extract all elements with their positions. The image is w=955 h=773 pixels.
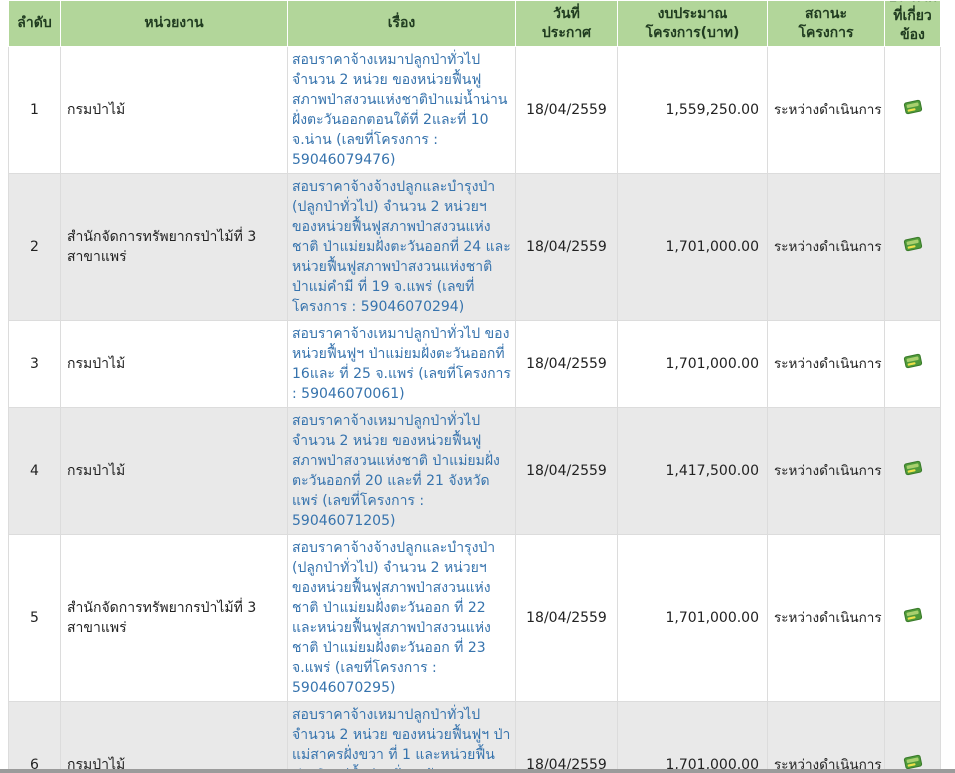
subject-link[interactable]: สอบราคาจ้างเหมาปลูกป่าทั่วไป ของหน่วยฟื้… xyxy=(292,326,511,402)
table-row: 3 กรมป่าไม้ สอบราคาจ้างเหมาปลูกป่าทั่วไป… xyxy=(8,320,941,408)
subject-cell: สอบราคาจ้างเหมาปลูกป่าทั่วไป ของหน่วยฟื้… xyxy=(287,320,516,408)
row-number: 2 xyxy=(8,173,61,321)
row-number: 4 xyxy=(8,407,61,535)
row-number: 6 xyxy=(8,701,61,773)
col-header-status: สถานะ โครงการ xyxy=(767,0,885,47)
announce-date-cell: 18/04/2559 xyxy=(515,534,618,702)
related-announcement-icon[interactable] xyxy=(901,236,925,258)
subject-cell: สอบราคาจ้างเหมาปลูกป่าทั่วไป จำนวน 2 หน่… xyxy=(287,46,516,174)
related-cell xyxy=(884,407,941,535)
announce-date-cell: 18/04/2559 xyxy=(515,407,618,535)
col-header-subject: เรื่อง xyxy=(287,0,516,47)
budget-cell: 1,701,000.00 xyxy=(617,701,768,773)
agency-cell: กรมป่าไม้ xyxy=(60,701,288,773)
related-cell xyxy=(884,534,941,702)
agency-cell: กรมป่าไม้ xyxy=(60,46,288,174)
status-cell: ระหว่างดำเนินการ xyxy=(767,534,885,702)
subject-link[interactable]: สอบราคาจ้างจ้างปลูกและบำรุงป่า (ปลูกป่าท… xyxy=(292,540,496,696)
agency-cell: กรมป่าไม้ xyxy=(60,407,288,535)
status-cell: ระหว่างดำเนินการ xyxy=(767,320,885,408)
header-row: ลำดับ หน่วยงาน เรื่อง วันที่ ประกาศ งบประ… xyxy=(8,0,941,47)
col-header-related: ประกาศที่เกี่ยวข้อง xyxy=(884,0,941,47)
row-number: 1 xyxy=(8,46,61,174)
announce-date-cell: 18/04/2559 xyxy=(515,46,618,174)
related-cell xyxy=(884,46,941,174)
agency-cell: กรมป่าไม้ xyxy=(60,320,288,408)
col-header-announce-date: วันที่ ประกาศ xyxy=(515,0,618,47)
budget-cell: 1,701,000.00 xyxy=(617,534,768,702)
announce-date-cell: 18/04/2559 xyxy=(515,320,618,408)
subject-link[interactable]: สอบราคาจ้างเหมาปลูกป่าทั่วไป จำนวน 2 หน่… xyxy=(292,707,511,773)
status-cell: ระหว่างดำเนินการ xyxy=(767,46,885,174)
status-cell: ระหว่างดำเนินการ xyxy=(767,701,885,773)
agency-cell: สำนักจัดการทรัพยากรป่าไม้ที่ 3 สาขาแพร่ xyxy=(60,173,288,321)
budget-cell: 1,701,000.00 xyxy=(617,320,768,408)
related-announcement-icon[interactable] xyxy=(901,99,925,121)
related-cell xyxy=(884,320,941,408)
col-header-budget: งบประมาณ โครงการ(บาท) xyxy=(617,0,768,47)
col-header-number: ลำดับ xyxy=(8,0,61,47)
bottom-scrollbar[interactable] xyxy=(0,769,955,773)
row-number: 3 xyxy=(8,320,61,408)
related-announcement-icon[interactable] xyxy=(901,460,925,482)
procurement-table: ลำดับ หน่วยงาน เรื่อง วันที่ ประกาศ งบประ… xyxy=(8,0,941,773)
subject-cell: สอบราคาจ้างเหมาปลูกป่าทั่วไป จำนวน 2 หน่… xyxy=(287,407,516,535)
related-announcement-icon[interactable] xyxy=(901,754,925,773)
subject-link[interactable]: สอบราคาจ้างเหมาปลูกป่าทั่วไป จำนวน 2 หน่… xyxy=(292,413,500,529)
announce-date-cell: 18/04/2559 xyxy=(515,701,618,773)
table-row: 5 สำนักจัดการทรัพยากรป่าไม้ที่ 3 สาขาแพร… xyxy=(8,534,941,702)
budget-cell: 1,559,250.00 xyxy=(617,46,768,174)
row-number: 5 xyxy=(8,534,61,702)
subject-cell: สอบราคาจ้างจ้างปลูกและบำรุงป่า (ปลูกป่าท… xyxy=(287,534,516,702)
agency-cell: สำนักจัดการทรัพยากรป่าไม้ที่ 3 สาขาแพร่ xyxy=(60,534,288,702)
budget-cell: 1,701,000.00 xyxy=(617,173,768,321)
related-announcement-icon[interactable] xyxy=(901,353,925,375)
related-cell xyxy=(884,173,941,321)
table-row: 6 กรมป่าไม้ สอบราคาจ้างเหมาปลูกป่าทั่วไป… xyxy=(8,701,941,773)
subject-link[interactable]: สอบราคาจ้างเหมาปลูกป่าทั่วไป จำนวน 2 หน่… xyxy=(292,52,508,168)
subject-cell: สอบราคาจ้างจ้างปลูกและบำรุงป่า (ปลูกป่าท… xyxy=(287,173,516,321)
table-row: 1 กรมป่าไม้ สอบราคาจ้างเหมาปลูกป่าทั่วไป… xyxy=(8,46,941,174)
subject-cell: สอบราคาจ้างเหมาปลูกป่าทั่วไป จำนวน 2 หน่… xyxy=(287,701,516,773)
col-header-agency: หน่วยงาน xyxy=(60,0,288,47)
status-cell: ระหว่างดำเนินการ xyxy=(767,173,885,321)
budget-cell: 1,417,500.00 xyxy=(617,407,768,535)
announce-date-cell: 18/04/2559 xyxy=(515,173,618,321)
table-row: 4 กรมป่าไม้ สอบราคาจ้างเหมาปลูกป่าทั่วไป… xyxy=(8,407,941,535)
related-cell xyxy=(884,701,941,773)
status-cell: ระหว่างดำเนินการ xyxy=(767,407,885,535)
related-announcement-icon[interactable] xyxy=(901,607,925,629)
subject-link[interactable]: สอบราคาจ้างจ้างปลูกและบำรุงป่า (ปลูกป่าท… xyxy=(292,179,511,315)
table-row: 2 สำนักจัดการทรัพยากรป่าไม้ที่ 3 สาขาแพร… xyxy=(8,173,941,321)
